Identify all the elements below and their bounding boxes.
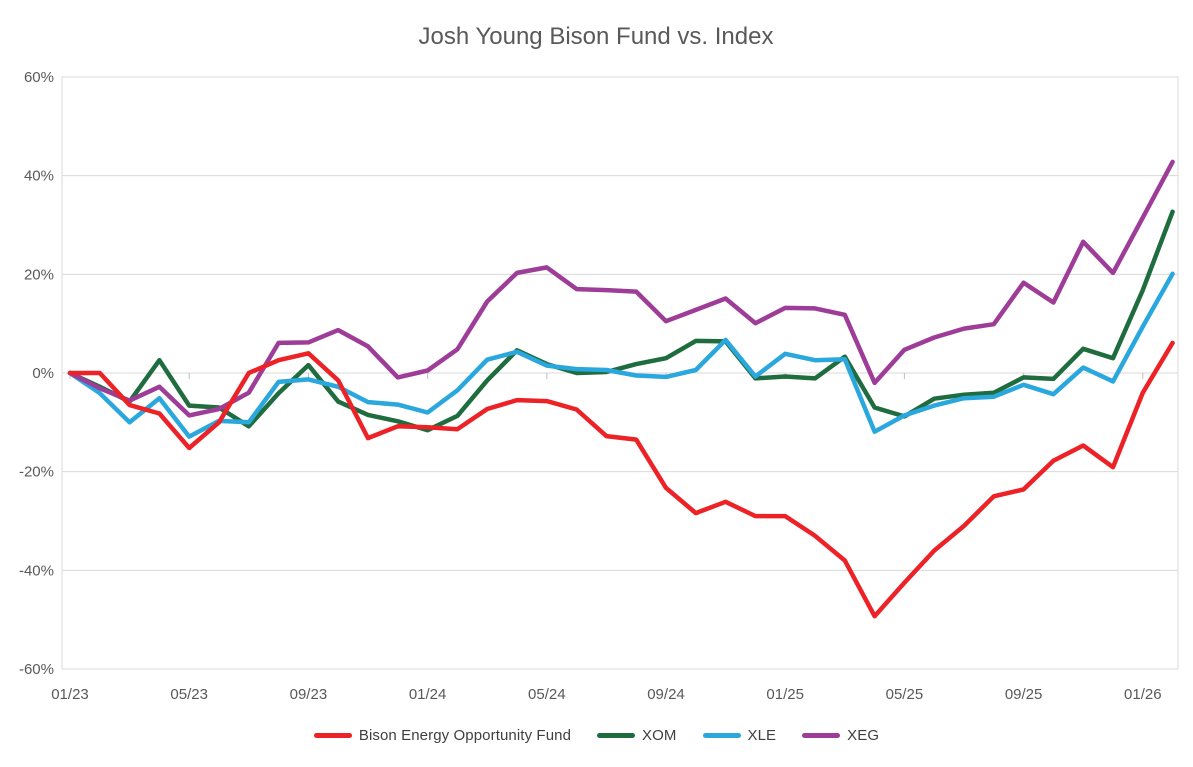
x-axis-label-05/24: 05/24 xyxy=(528,686,566,703)
legend-label: Bison Energy Opportunity Fund xyxy=(358,726,572,744)
legend-swatch-icon xyxy=(597,732,636,738)
x-axis-label-01/23: 01/23 xyxy=(51,686,89,703)
y-axis-label--40%: -40% xyxy=(19,562,54,579)
x-axis-label-05/25: 05/25 xyxy=(886,686,924,703)
y-axis-label--60%: -60% xyxy=(19,661,54,678)
y-axis-label-60%: 60% xyxy=(24,69,54,86)
legend-swatch-icon xyxy=(313,732,352,738)
legend-swatch-icon xyxy=(702,732,741,738)
series-line-xom xyxy=(67,209,1175,433)
x-axis-label-09/23: 09/23 xyxy=(290,686,328,703)
legend-item-xom: XOM xyxy=(597,727,676,744)
legend-item-bison-energy-opportunity-fund: Bison Energy Opportunity Fund xyxy=(313,726,572,744)
series-line-xeg xyxy=(67,159,1175,418)
x-axis-label-09/24: 09/24 xyxy=(647,686,685,703)
y-axis-label-20%: 20% xyxy=(24,266,54,283)
x-axis-label-01/24: 01/24 xyxy=(409,686,447,703)
series-line-bison-energy-opportunity-fund xyxy=(67,340,1175,619)
x-axis-label-09/25: 09/25 xyxy=(1005,686,1043,703)
legend-label: XEG xyxy=(847,726,880,744)
legend-label: XLE xyxy=(747,726,777,744)
y-axis-label-40%: 40% xyxy=(24,168,54,185)
legend-swatch-icon xyxy=(802,732,841,738)
chart-title: Josh Young Bison Fund vs. Index xyxy=(419,23,774,50)
legend-item-xle: XLE xyxy=(702,726,777,744)
x-axis-label-01/25: 01/25 xyxy=(766,686,804,703)
legend-item-xeg: XEG xyxy=(802,727,879,744)
x-axis-label-05/23: 05/23 xyxy=(170,686,208,703)
chart-legend: Bison Energy Opportunity Fund XOM XLE XEG xyxy=(0,721,1193,749)
series-line-xle xyxy=(67,271,1175,439)
legend-label: XOM xyxy=(642,726,677,744)
y-axis-label-0%: 0% xyxy=(32,365,54,382)
y-axis-label--20%: -20% xyxy=(19,464,54,481)
plot-border xyxy=(61,76,1179,670)
x-axis-label-01/26: 01/26 xyxy=(1124,686,1162,703)
